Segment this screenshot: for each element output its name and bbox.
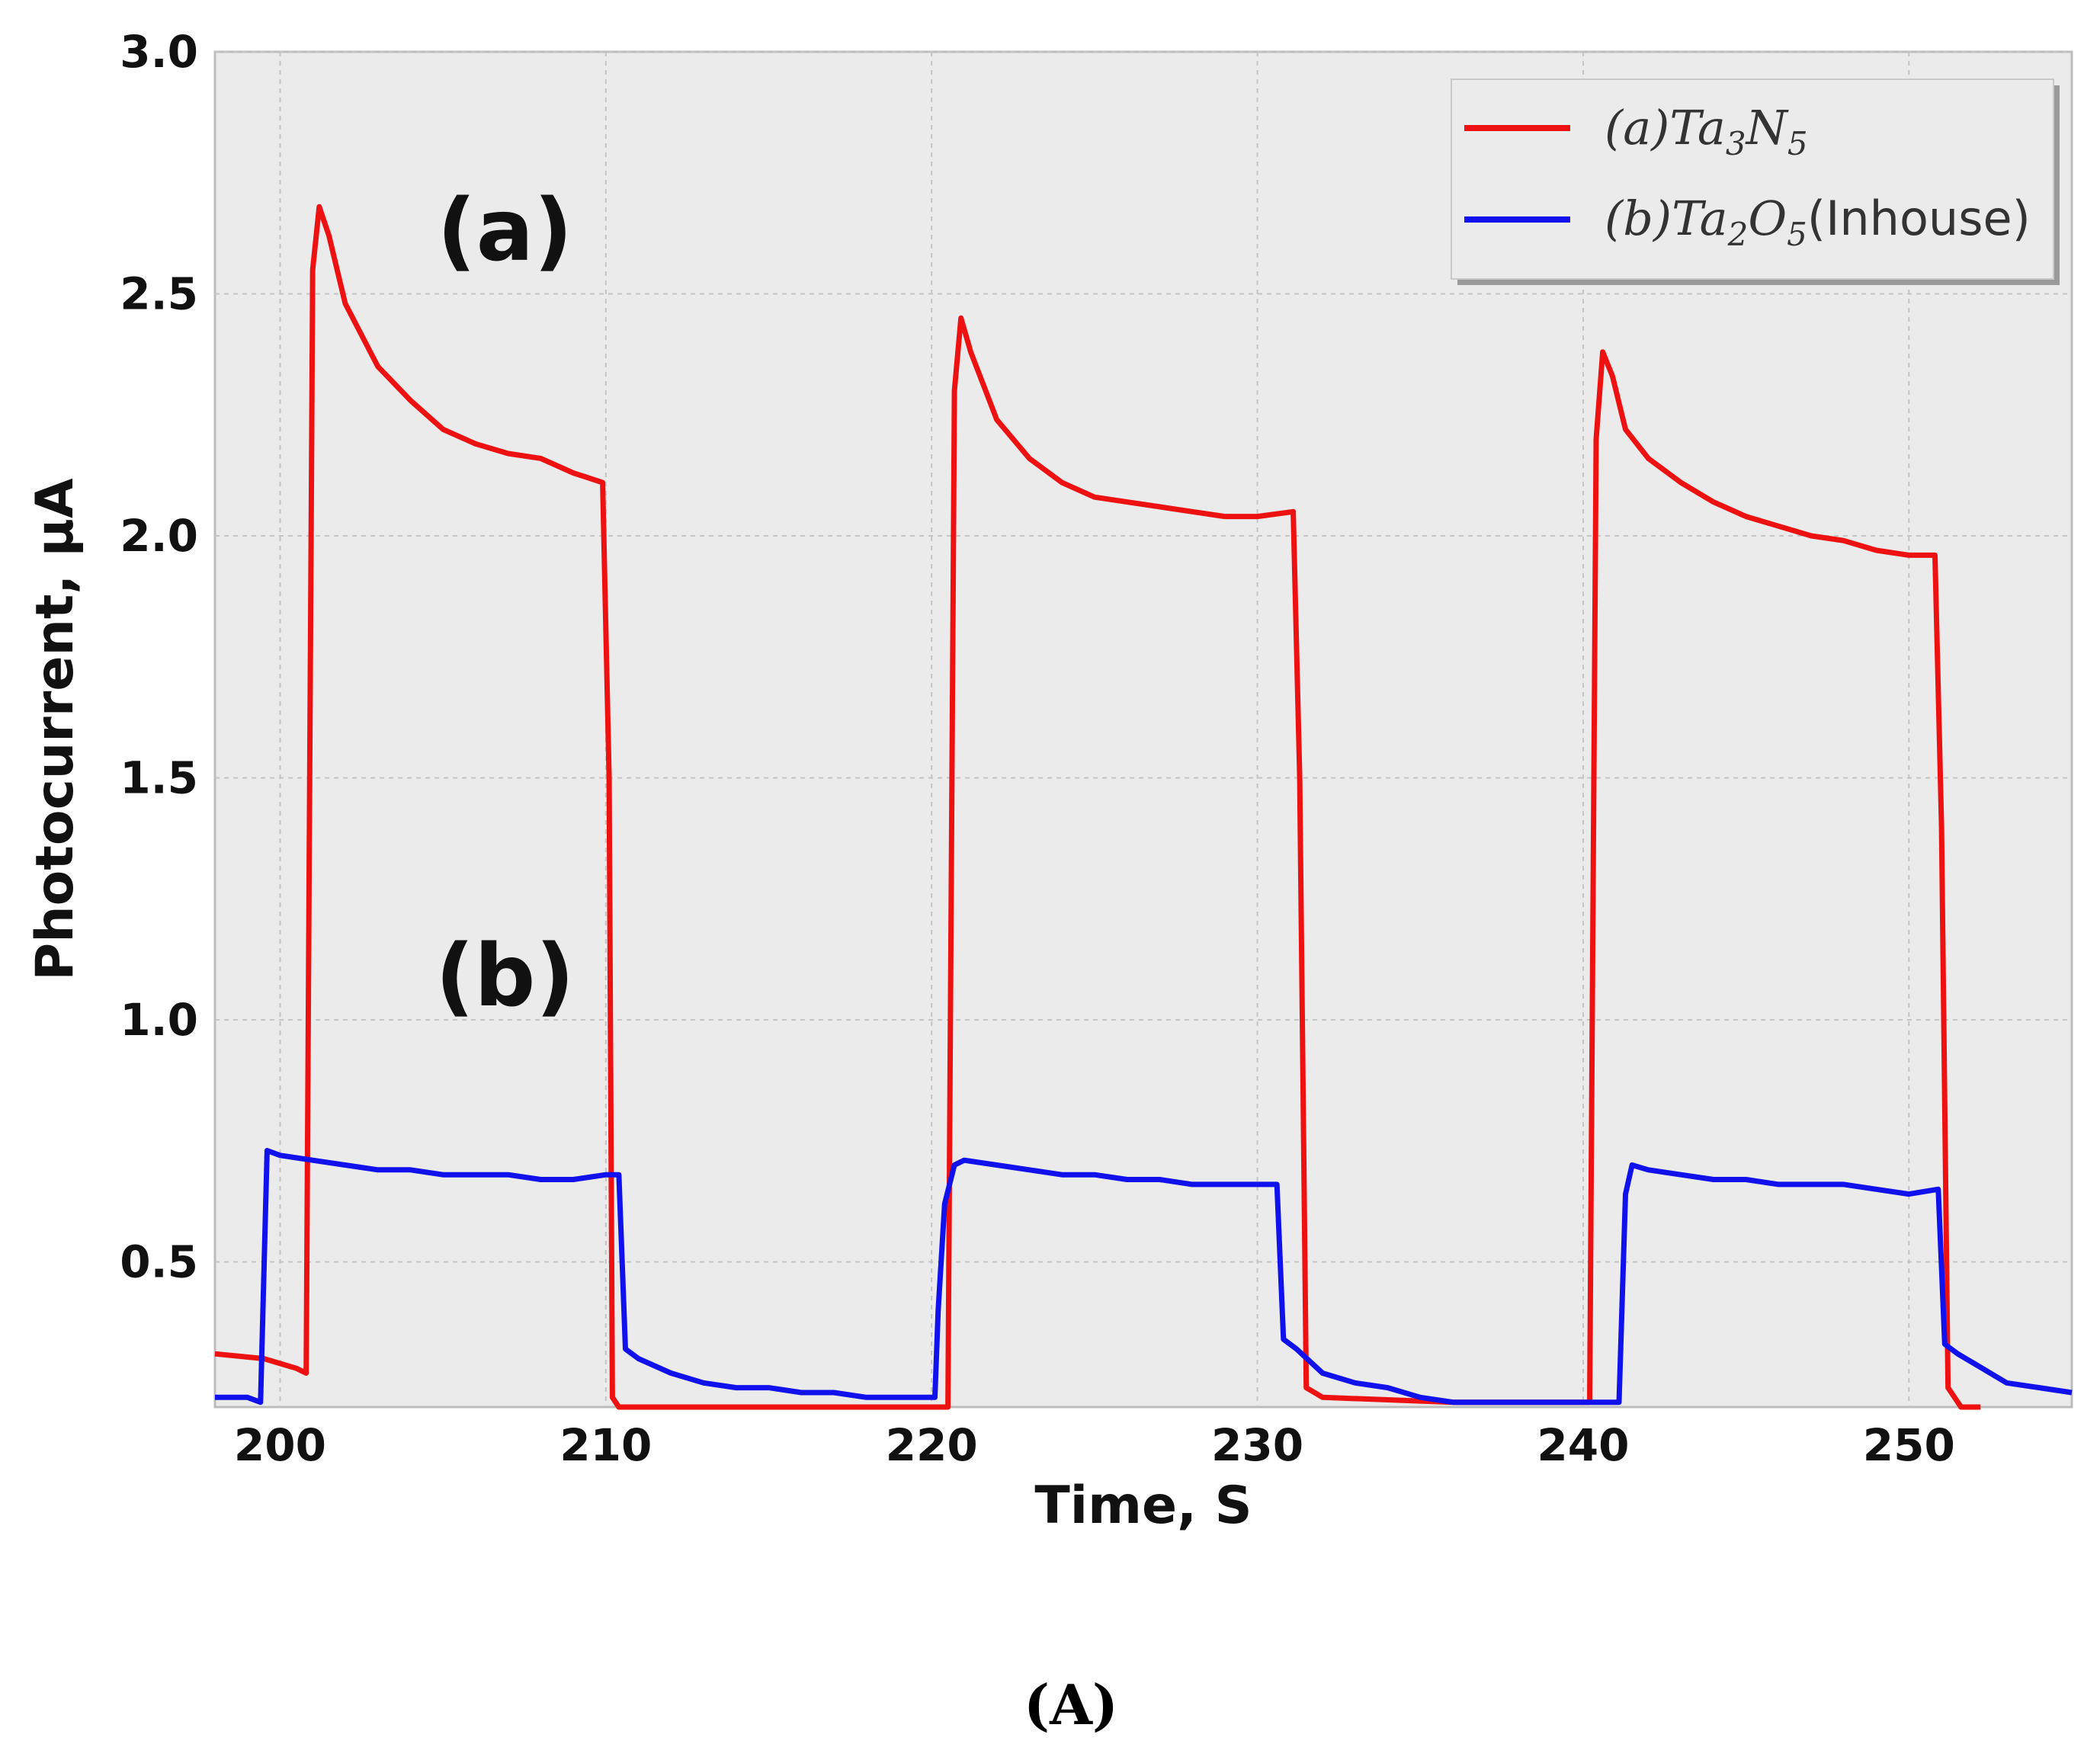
y-tick-label: 1.5 xyxy=(120,752,198,804)
x-tick-label: 250 xyxy=(1863,1419,1955,1471)
grid-lines xyxy=(215,51,2072,1407)
legend-prefix: (a) xyxy=(1605,100,1669,155)
legend-subscript: 2 xyxy=(1727,216,1749,253)
series-line-ta2o5 xyxy=(215,1148,2073,1406)
legend-subscript: 5 xyxy=(1787,216,1807,253)
x-tick-label: 230 xyxy=(1211,1419,1303,1471)
x-tick-label: 240 xyxy=(1537,1419,1629,1471)
curve-annotation: (b) xyxy=(435,927,575,1026)
series-line-ta3n5 xyxy=(214,204,1981,1410)
y-tick-label: 3.0 xyxy=(120,26,198,78)
legend-main: Ta xyxy=(1672,191,1728,246)
curve-annotation: (a) xyxy=(437,181,572,280)
legend-box xyxy=(1451,79,2054,280)
legend-main: Ta xyxy=(1669,100,1726,155)
legend-label-ta2o5: (b)Ta2O5(Inhouse) xyxy=(1605,191,2031,253)
y-tick-label: 2.0 xyxy=(120,510,198,562)
x-axis-label: Time, S xyxy=(1034,1476,1252,1536)
x-axis-ticks: 200 210 220 230 240 250 xyxy=(234,1419,1955,1471)
legend-prefix: (b) xyxy=(1605,191,1672,246)
x-tick-label: 200 xyxy=(234,1419,326,1471)
y-tick-label: 1.0 xyxy=(120,994,198,1046)
legend-subscript: 3 xyxy=(1726,125,1746,162)
x-tick-label: 220 xyxy=(886,1419,978,1471)
y-tick-label: 0.5 xyxy=(120,1236,198,1288)
y-axis-label: Photocurrent, μA xyxy=(25,478,85,981)
series-lines xyxy=(214,204,2073,1410)
legend-suffix: (Inhouse) xyxy=(1807,191,2031,246)
figure-panel-label: (A) xyxy=(1024,1672,1118,1737)
annotations: (a) (b) xyxy=(435,181,575,1026)
x-tick-label: 210 xyxy=(559,1419,652,1471)
y-tick-label: 2.5 xyxy=(120,268,198,320)
legend: (a)Ta3N5 (b)Ta2O5(Inhouse) xyxy=(1451,79,2060,285)
legend-mid: O xyxy=(1748,191,1787,246)
legend-subscript: 5 xyxy=(1787,125,1808,162)
legend-mid: N xyxy=(1745,100,1790,155)
legend-label-ta3n5: (a)Ta3N5 xyxy=(1605,100,1808,162)
y-axis-ticks: 0.5 1.0 1.5 2.0 2.5 3.0 xyxy=(120,26,198,1288)
